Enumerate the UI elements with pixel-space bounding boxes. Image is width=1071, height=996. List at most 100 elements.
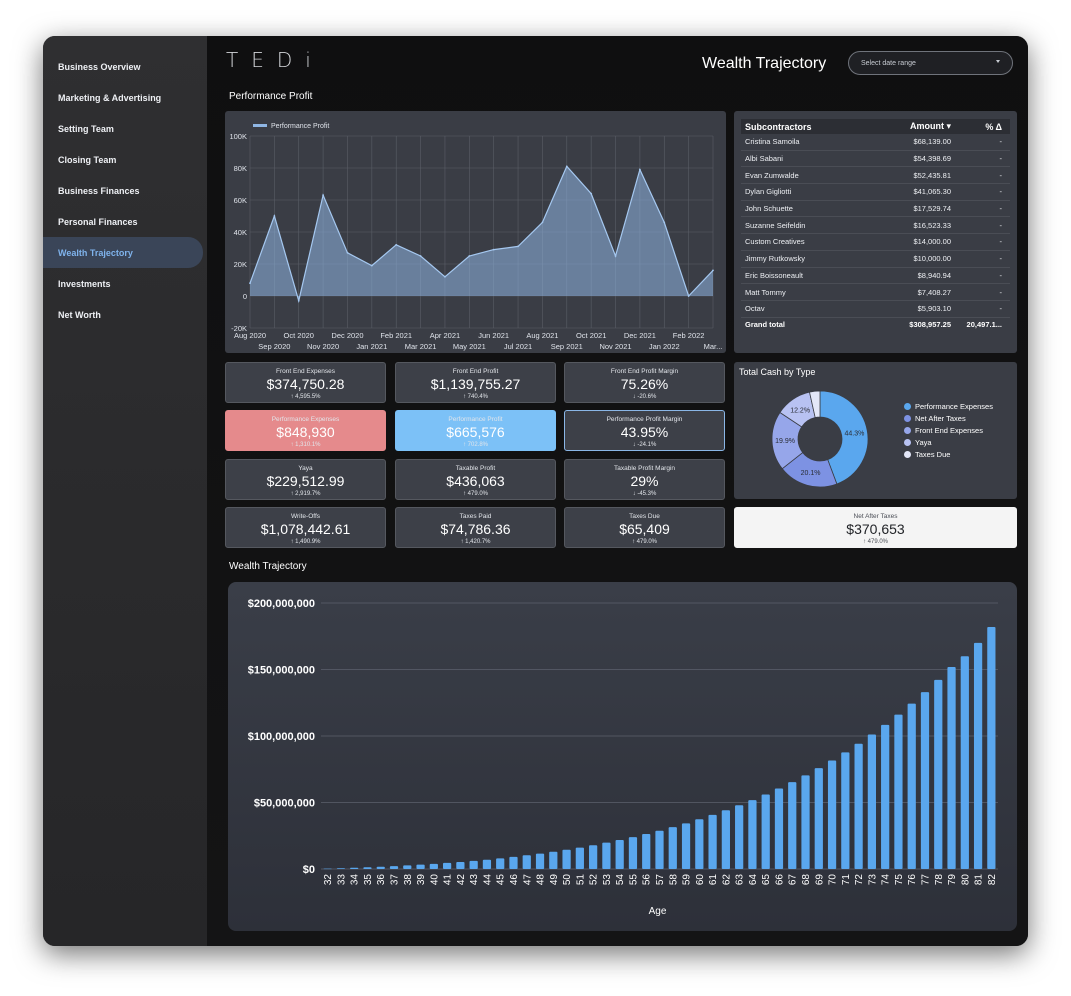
- table-row[interactable]: John Schuette $17,529.74 -: [741, 201, 1010, 218]
- data-point[interactable]: [614, 255, 617, 257]
- sidebar-item-business-finances[interactable]: Business Finances: [58, 185, 140, 196]
- bar[interactable]: [442, 862, 452, 869]
- table-row[interactable]: Suzanne Seifeldin $16,523.33 -: [741, 217, 1010, 235]
- data-point[interactable]: [370, 264, 373, 267]
- sidebar-item-business-overview[interactable]: Business Overview: [58, 61, 141, 72]
- bar[interactable]: [350, 867, 359, 869]
- legend-item[interactable]: Performance Expenses: [904, 402, 1010, 411]
- sidebar-item-wealth-trajectory[interactable]: Wealth Trajectory: [43, 237, 203, 268]
- table-row[interactable]: Cristina Samoila $68,139.00 -: [741, 134, 1010, 151]
- bar[interactable]: [841, 752, 850, 869]
- bar[interactable]: [575, 847, 584, 869]
- data-point[interactable]: [346, 251, 349, 254]
- table-row[interactable]: Jimmy Rutkowsky $10,000.00 -: [741, 251, 1010, 268]
- sidebar-item-marketing-advertising[interactable]: Marketing & Advertising: [58, 92, 162, 103]
- legend-item[interactable]: Front End Expenses: [904, 426, 1010, 435]
- bar[interactable]: [482, 859, 492, 869]
- bar[interactable]: [867, 734, 877, 869]
- data-point[interactable]: [322, 194, 325, 197]
- bar[interactable]: [894, 714, 903, 869]
- data-point[interactable]: [663, 221, 666, 224]
- legend-item[interactable]: Yaya: [904, 438, 1010, 447]
- bar[interactable]: [973, 642, 983, 869]
- data-point[interactable]: [419, 255, 422, 257]
- data-point[interactable]: [638, 168, 641, 171]
- legend-item[interactable]: Net After Taxes: [904, 414, 1010, 423]
- data-point[interactable]: [565, 165, 568, 168]
- bar[interactable]: [429, 863, 438, 869]
- bar[interactable]: [920, 692, 930, 869]
- table-row[interactable]: Octav $5,903.10 -: [741, 301, 1010, 318]
- bar[interactable]: [655, 830, 664, 869]
- bar[interactable]: [562, 849, 571, 869]
- bar[interactable]: [854, 743, 863, 869]
- table-row[interactable]: Evan Zumwalde $52,435.81 -: [741, 167, 1010, 185]
- bar[interactable]: [496, 858, 505, 869]
- sidebar-item-setting-team[interactable]: Setting Team: [58, 123, 114, 134]
- bar[interactable]: [934, 679, 943, 869]
- data-point[interactable]: [297, 299, 300, 302]
- bar[interactable]: [336, 868, 346, 869]
- header-amount[interactable]: Amount ▾: [909, 121, 951, 131]
- bar[interactable]: [615, 840, 624, 869]
- bar[interactable]: [628, 837, 638, 869]
- bar[interactable]: [642, 834, 651, 869]
- bar[interactable]: [668, 827, 677, 869]
- bar[interactable]: [814, 768, 823, 869]
- bar[interactable]: [376, 866, 385, 869]
- table-row[interactable]: Custom Creatives $14,000.00 -: [741, 234, 1010, 251]
- bar[interactable]: [469, 860, 478, 869]
- pie-slice[interactable]: [809, 390, 821, 419]
- bar[interactable]: [456, 861, 465, 869]
- bar[interactable]: [907, 703, 916, 869]
- bar[interactable]: [960, 656, 969, 869]
- bar[interactable]: [416, 864, 425, 869]
- bar[interactable]: [801, 775, 810, 869]
- bar[interactable]: [535, 853, 545, 869]
- bar[interactable]: [509, 856, 518, 869]
- bar[interactable]: [695, 819, 704, 869]
- bar[interactable]: [721, 810, 730, 869]
- bar[interactable]: [681, 823, 691, 869]
- data-point[interactable]: [492, 248, 495, 251]
- bar[interactable]: [788, 782, 797, 869]
- pie-slice[interactable]: [819, 390, 869, 485]
- legend-item[interactable]: Taxes Due: [904, 450, 1010, 459]
- table-row[interactable]: Matt Tommy $7,408.27 -: [741, 284, 1010, 301]
- data-point[interactable]: [541, 221, 544, 224]
- bar[interactable]: [323, 868, 332, 870]
- table-row[interactable]: Dylan Gigliotti $41,065.30 -: [741, 184, 1010, 201]
- bar[interactable]: [761, 794, 770, 869]
- date-range-select[interactable]: Select date range: [848, 51, 1013, 75]
- bar[interactable]: [389, 866, 399, 869]
- header-pct-change[interactable]: % Δ: [985, 121, 1002, 132]
- bar[interactable]: [748, 800, 757, 869]
- bar[interactable]: [947, 666, 956, 869]
- bar[interactable]: [602, 842, 611, 869]
- data-point[interactable]: [687, 295, 690, 297]
- sidebar-item-personal-finances[interactable]: Personal Finances: [58, 216, 138, 227]
- header-subcontractors[interactable]: Subcontractors: [745, 121, 812, 132]
- bar[interactable]: [708, 814, 717, 869]
- bar[interactable]: [774, 788, 784, 869]
- bar[interactable]: [987, 626, 996, 869]
- data-point[interactable]: [273, 215, 276, 217]
- sidebar-item-closing-team[interactable]: Closing Team: [58, 154, 117, 165]
- data-point[interactable]: [590, 192, 593, 195]
- data-point[interactable]: [468, 255, 471, 257]
- bar[interactable]: [881, 724, 890, 869]
- data-point[interactable]: [444, 275, 446, 278]
- bar[interactable]: [827, 760, 837, 869]
- bar[interactable]: [403, 865, 412, 869]
- bar[interactable]: [549, 851, 558, 869]
- bar[interactable]: [589, 845, 598, 869]
- sidebar-item-investments[interactable]: Investments: [58, 278, 111, 289]
- bar[interactable]: [522, 855, 531, 869]
- data-point[interactable]: [249, 282, 251, 285]
- table-row[interactable]: Eric Boissoneault $8,940.94 -: [741, 268, 1010, 285]
- data-point[interactable]: [395, 243, 398, 246]
- bar[interactable]: [735, 805, 744, 869]
- sidebar-item-net-worth[interactable]: Net Worth: [58, 309, 101, 320]
- bar[interactable]: [363, 867, 372, 869]
- data-point[interactable]: [517, 245, 519, 248]
